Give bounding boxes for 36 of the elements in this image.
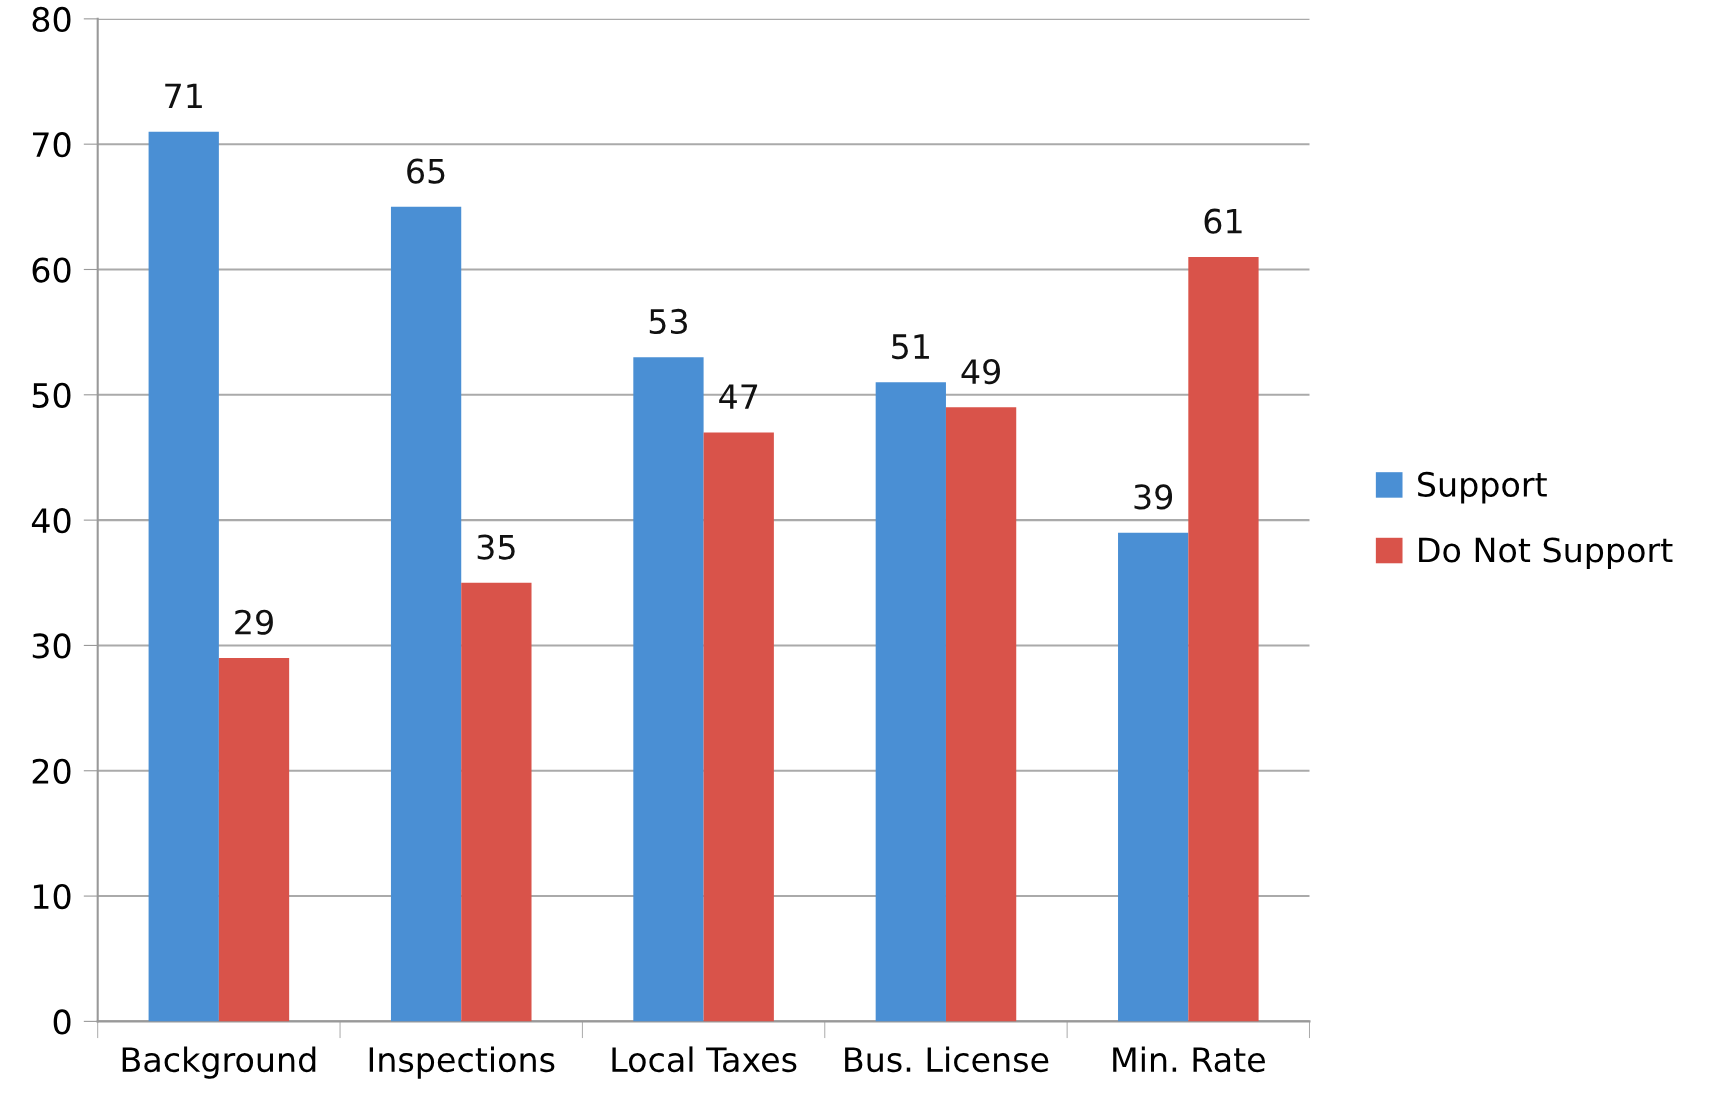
data-label: 49 <box>961 359 1000 385</box>
bar <box>148 131 219 1022</box>
data-label: 35 <box>477 534 515 560</box>
x-tick-label: Background <box>122 1046 316 1079</box>
bar <box>1188 256 1259 1022</box>
x-tick-label: Local Taxes <box>612 1046 797 1073</box>
y-tick-label: 0 <box>53 1009 71 1035</box>
data-label: 51 <box>892 334 929 360</box>
legend-label: Support <box>1418 471 1547 504</box>
bar <box>461 582 532 1022</box>
bar <box>1118 532 1189 1022</box>
y-tick-label: 40 <box>31 508 71 534</box>
y-tick-label: 10 <box>33 884 71 910</box>
bar <box>875 382 946 1022</box>
bar <box>703 432 774 1022</box>
x-tick-label: Inspections <box>369 1046 555 1079</box>
data-label: 29 <box>235 609 273 635</box>
legend-label: Do Not Support <box>1419 537 1673 570</box>
x-tick-label: Bus. License <box>845 1046 1049 1073</box>
data-label: 65 <box>407 158 445 184</box>
data-label: 61 <box>1204 208 1242 234</box>
y-tick-label: 70 <box>33 132 71 158</box>
data-label: 39 <box>1134 484 1173 510</box>
y-tick-label: 80 <box>32 6 71 32</box>
y-tick-label: 50 <box>32 382 71 408</box>
data-label: 53 <box>649 308 687 335</box>
bar <box>390 206 462 1022</box>
y-tick-label: 60 <box>32 257 71 283</box>
bar <box>218 657 290 1022</box>
x-tick-label: Min. Rate <box>1113 1046 1265 1073</box>
y-tick-label: 20 <box>32 758 71 784</box>
bar <box>633 357 704 1022</box>
y-tick-label: 30 <box>32 633 71 659</box>
data-label: 71 <box>165 83 202 109</box>
data-label: 47 <box>719 384 758 409</box>
bar <box>945 407 1017 1022</box>
